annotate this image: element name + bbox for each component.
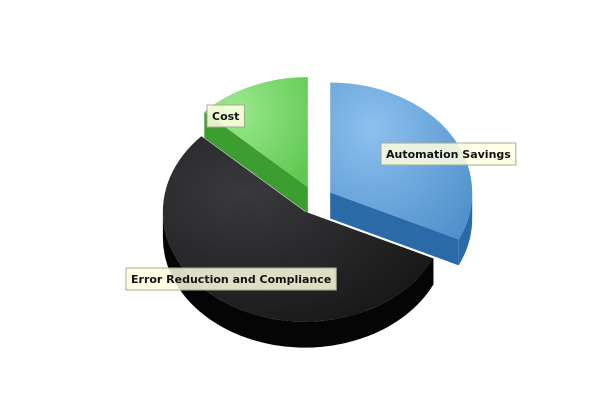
pie-cut-face [204,111,308,214]
pie-cut-face [330,192,459,266]
pie-side-automation-savings [458,192,473,266]
slice-label-cost: Cost [206,104,245,128]
slice-label-error-reduction-and-compliance: Error Reduction and Compliance [125,267,337,291]
slice-label-box [206,104,245,128]
slice-label-text: Automation Savings [386,148,511,161]
slice-label-automation-savings: Automation Savings [380,142,517,166]
slice-label-text: Cost [212,110,239,123]
pie-side-error-reduction-and-compliance [162,211,434,348]
slice-label-box [380,142,517,166]
pie-labels: Automation Savings Error Reduction and Co… [125,104,517,291]
slice-label-box [125,267,337,291]
slice-label-text: Error Reduction and Compliance [131,273,331,286]
